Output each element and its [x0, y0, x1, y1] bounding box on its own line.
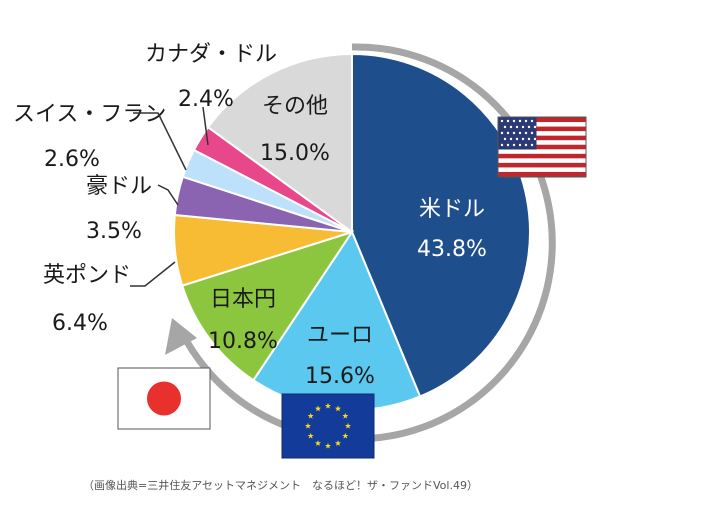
- eu-flag: [281, 393, 375, 459]
- source-note: （画像出典=三井住友アセットマネジメント なるほど！ザ・ファンドVol.49）: [83, 479, 478, 492]
- us-flag-star: [503, 137, 507, 141]
- us-flag-star: [506, 131, 510, 135]
- slice-label-usd-value: 43.8%: [417, 237, 487, 262]
- us-flag-star: [521, 137, 525, 141]
- leader-line-aud: [157, 184, 179, 206]
- us-flag-stripe: [498, 144, 586, 150]
- eu-flag-star: [314, 405, 322, 412]
- us-flag-star: [527, 125, 531, 129]
- leader-line-gbp: [130, 261, 176, 287]
- us-flag-star: [533, 125, 537, 129]
- us-flag-star: [512, 143, 516, 147]
- us-flag-star: [524, 119, 528, 123]
- us-flag-star: [506, 143, 510, 147]
- eu-flag-star: [334, 405, 342, 412]
- us-flag-stripe: [498, 117, 586, 123]
- us-flag-star: [515, 137, 519, 141]
- eu-flag-star: [307, 432, 314, 439]
- us-flag-star: [530, 119, 534, 123]
- us-flag-star: [530, 131, 534, 135]
- us-flag-stripe: [498, 171, 586, 177]
- us-flag-star: [512, 119, 516, 123]
- slice-label-cad-name: カナダ・ドル: [145, 42, 277, 67]
- pie-slice-other: [206, 52, 353, 234]
- us-flag-star: [527, 137, 531, 141]
- eu-flag-star: [304, 422, 312, 429]
- pie-slice-usd: [351, 52, 531, 398]
- leader-lines: [130, 106, 209, 287]
- us-flag: [497, 116, 587, 178]
- rotation-arrowhead: [165, 318, 197, 355]
- pie-slice-jpy: [181, 230, 355, 382]
- slice-label-jpy-name: 日本円: [210, 287, 276, 312]
- slice-label-aud-name: 豪ドル: [86, 174, 152, 199]
- slice-label-cad-value: 2.4%: [178, 87, 234, 112]
- eu-flag-star: [324, 442, 332, 449]
- us-flag-stripe: [498, 135, 586, 141]
- us-flag-star: [518, 131, 522, 135]
- eu-flag-star: [342, 432, 349, 439]
- us-flag-stripe: [498, 153, 586, 159]
- us-flag-star: [524, 131, 528, 135]
- us-flag-star: [509, 137, 513, 141]
- us-flag-star: [515, 125, 519, 129]
- eu-flag-star: [307, 412, 314, 419]
- us-flag-star: [512, 131, 516, 135]
- us-flag-star: [530, 143, 534, 147]
- eu-flag-star: [334, 440, 342, 446]
- slice-label-usd-name: 米ドル: [419, 197, 485, 222]
- slice-label-gbp-name: 英ポンド: [43, 263, 131, 288]
- slice-label-gbp-value: 6.4%: [52, 311, 108, 336]
- slice-label-aud-value: 3.5%: [86, 219, 142, 244]
- japan-flag-sun: [147, 381, 181, 416]
- japan-flag: [117, 367, 211, 430]
- us-flag-star: [500, 119, 504, 123]
- us-flag-star: [503, 125, 507, 129]
- us-flag-star: [506, 119, 510, 123]
- slice-label-chf-value: 2.6%: [44, 147, 100, 172]
- eu-flag-star: [344, 422, 352, 429]
- slice-label-other-name: その他: [262, 94, 328, 119]
- slice-label-other-value: 15.0%: [260, 141, 330, 166]
- us-flag-stripe: [498, 162, 586, 168]
- leader-line-chf: [133, 112, 187, 171]
- slice-label-jpy-value: 10.8%: [208, 329, 278, 354]
- eu-flag-star: [324, 402, 332, 409]
- eu-flag-star: [314, 440, 322, 446]
- slice-label-eur-name: ユーロ: [307, 323, 373, 348]
- us-flag-star: [518, 119, 522, 123]
- slice-label-eur-value: 15.6%: [305, 364, 375, 389]
- pie-slices: [173, 52, 531, 411]
- us-flag-star: [518, 143, 522, 147]
- us-flag-star: [533, 137, 537, 141]
- eu-flag-star: [342, 412, 349, 419]
- us-flag-stripe: [498, 126, 586, 132]
- us-flag-star: [509, 125, 513, 129]
- us-flag-star: [500, 131, 504, 135]
- us-flag-star: [521, 125, 525, 129]
- us-flag-star: [524, 143, 528, 147]
- leader-line-cad: [202, 106, 209, 146]
- slice-label-chf-name: スイス・フラン: [13, 102, 166, 127]
- us-flag-star: [500, 143, 504, 147]
